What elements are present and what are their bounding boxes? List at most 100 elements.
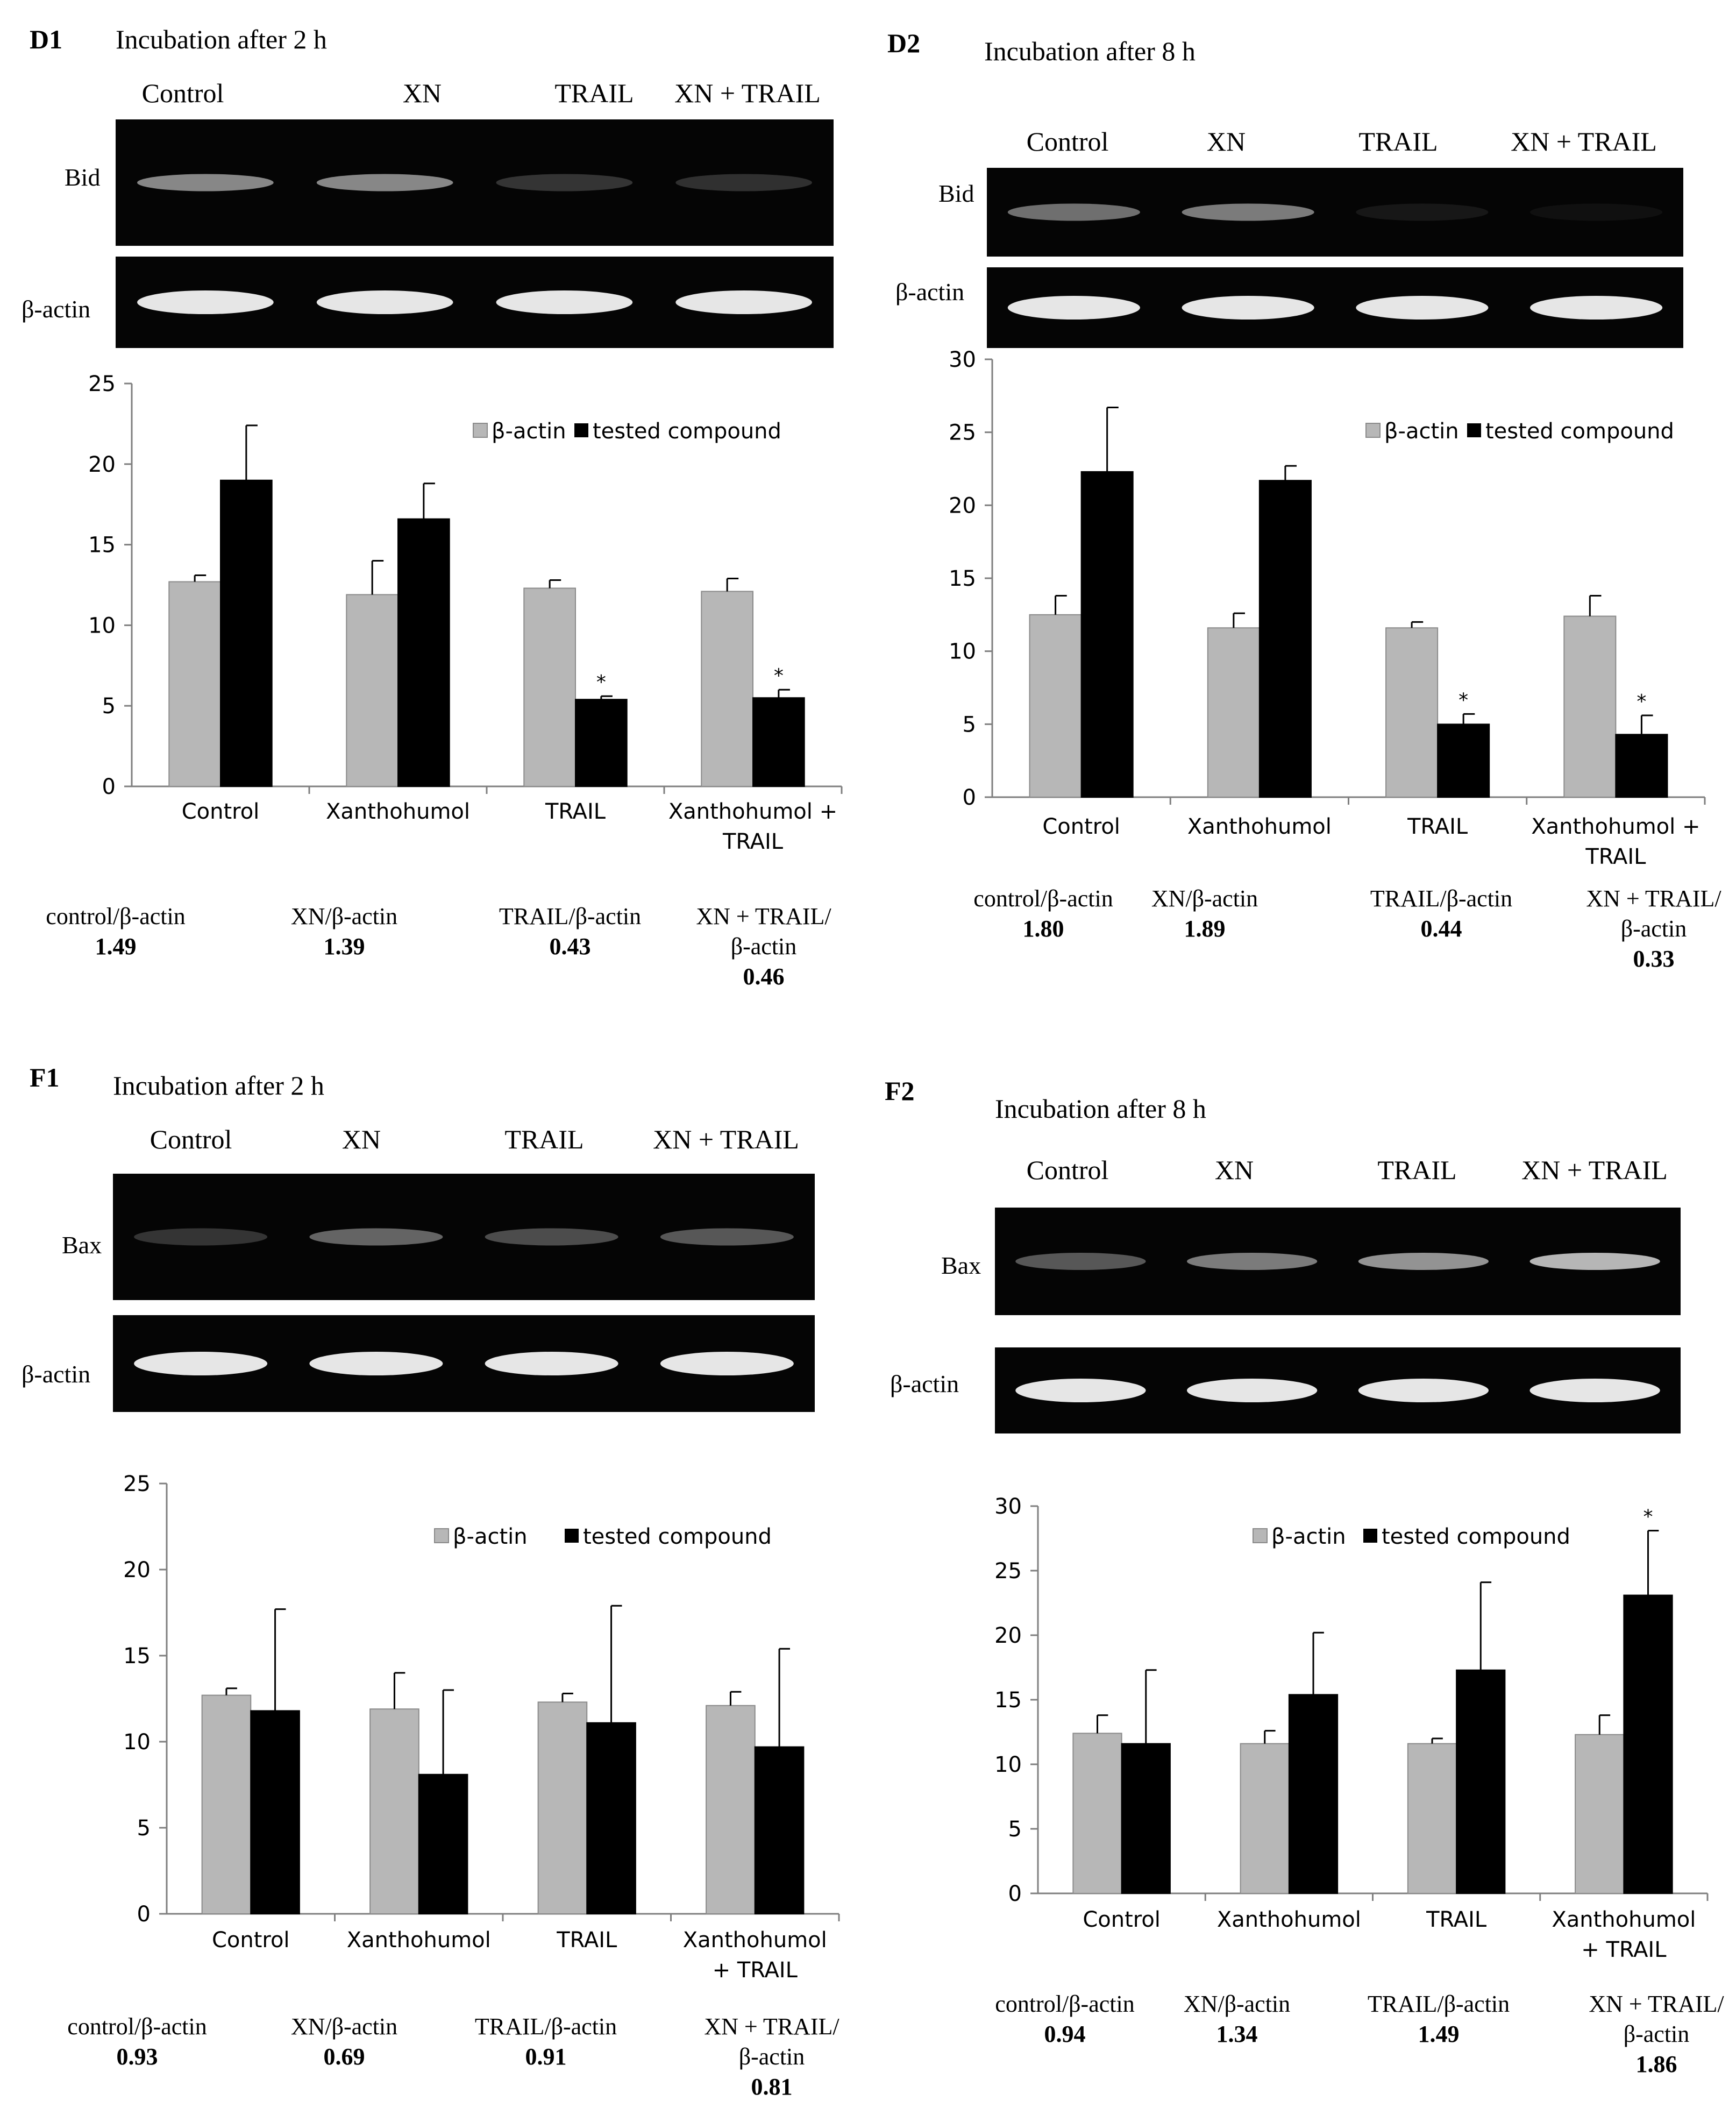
legend-swatch-tested-compound bbox=[1467, 423, 1481, 437]
y-tick-label: 20 bbox=[949, 493, 976, 518]
blot-band bbox=[496, 290, 633, 314]
blot-band bbox=[1007, 296, 1140, 320]
blot-band bbox=[137, 174, 274, 191]
blot-row-label: β-actin bbox=[22, 1360, 90, 1388]
ratio-label: control/β-actin bbox=[973, 885, 1113, 912]
blot-band bbox=[316, 174, 453, 191]
x-category-label: Xanthohumol bbox=[1552, 1907, 1696, 1932]
legend-swatch-tested-compound bbox=[1363, 1529, 1377, 1543]
lane-label: XN + TRAIL bbox=[653, 1124, 799, 1154]
lane-label: Control bbox=[150, 1124, 232, 1154]
bar-beta-actin bbox=[1407, 1743, 1457, 1894]
x-category-label: TRAIL bbox=[1585, 844, 1646, 869]
y-tick-label: 25 bbox=[123, 1472, 151, 1496]
y-tick-label: 5 bbox=[137, 1816, 151, 1841]
panel-D2: D2 Incubation after 8 h Control XN TRAIL XN +… bbox=[887, 28, 1721, 972]
blot-band bbox=[1182, 203, 1314, 221]
ratio-label: β-actin bbox=[731, 933, 797, 960]
blot-band bbox=[1529, 1253, 1660, 1270]
blot-row-label: Bid bbox=[938, 180, 974, 207]
lane-label: Control bbox=[1027, 126, 1109, 157]
bar-tested-compound bbox=[1288, 1694, 1339, 1894]
legend-label: tested compound bbox=[1485, 419, 1674, 444]
bar-beta-actin bbox=[1385, 627, 1439, 798]
bar-tested-compound bbox=[1623, 1594, 1673, 1894]
y-tick-label: 10 bbox=[123, 1730, 151, 1755]
legend-label: β-actin bbox=[453, 1524, 528, 1549]
ratio-label: TRAIL/β-actin bbox=[1370, 885, 1512, 912]
x-category-label: Xanthohumol bbox=[1187, 814, 1332, 839]
panel-label: D2 bbox=[887, 28, 920, 58]
blot-row-label: Bax bbox=[62, 1231, 102, 1259]
ratio-label: β-actin bbox=[739, 2043, 805, 2070]
legend-swatch-beta-actin bbox=[473, 423, 488, 438]
x-category-label: Control bbox=[1083, 1907, 1161, 1932]
ratio-label: control/β-actin bbox=[67, 2013, 207, 2040]
panel-D1: D1 Incubation after 2 h Control XN TRAIL XN +… bbox=[22, 24, 843, 990]
blot-band bbox=[137, 290, 274, 314]
bar-tested-compound bbox=[1258, 480, 1312, 798]
bar-tested-compound bbox=[575, 699, 628, 787]
panel-caption: Incubation after 8 h bbox=[995, 1094, 1206, 1124]
bar-beta-actin bbox=[537, 1701, 588, 1915]
ratio-label: XN/β-actin bbox=[1184, 1991, 1290, 2017]
ratio-label: XN + TRAIL/ bbox=[1586, 885, 1721, 912]
panel-caption: Incubation after 2 h bbox=[113, 1070, 324, 1101]
bar-beta-actin bbox=[346, 594, 399, 787]
x-category-label: + TRAIL bbox=[713, 1958, 798, 1983]
blot-row-label: Bid bbox=[65, 164, 100, 191]
blot-band bbox=[660, 1352, 794, 1375]
bar-tested-compound bbox=[397, 518, 450, 787]
ratio-value: 1.49 bbox=[95, 933, 137, 960]
x-category-label: Control bbox=[1042, 814, 1120, 839]
bar-tested-compound bbox=[754, 1746, 805, 1914]
legend-swatch-tested-compound bbox=[565, 1529, 579, 1543]
bar-tested-compound bbox=[250, 1710, 300, 1915]
lane-label: XN + TRAIL bbox=[674, 78, 821, 108]
legend-label: tested compound bbox=[593, 419, 781, 444]
ratio-label: XN + TRAIL/ bbox=[1589, 1991, 1724, 2017]
ratio-label: XN/β-actin bbox=[291, 2013, 397, 2040]
blot-band bbox=[1187, 1379, 1318, 1402]
bar-beta-actin bbox=[1029, 614, 1082, 798]
bar-tested-compound bbox=[1456, 1669, 1506, 1894]
lane-label: XN bbox=[1207, 126, 1246, 157]
ratio-value: 0.69 bbox=[324, 2043, 365, 2070]
y-tick-label: 0 bbox=[102, 775, 116, 799]
ratio-label: control/β-actin bbox=[995, 1991, 1134, 2017]
blot-band bbox=[309, 1352, 443, 1375]
blot-band bbox=[1358, 1253, 1489, 1270]
blot-band bbox=[1530, 203, 1663, 221]
bar-beta-actin bbox=[706, 1705, 756, 1915]
blot-band bbox=[1358, 1379, 1489, 1402]
y-tick-label: 20 bbox=[123, 1558, 151, 1582]
lane-label: XN + TRAIL bbox=[1521, 1155, 1668, 1185]
x-category-label: Control bbox=[182, 799, 260, 824]
ratio-value: 0.93 bbox=[117, 2043, 158, 2070]
lane-label: TRAIL bbox=[504, 1124, 584, 1154]
lane-label: XN bbox=[342, 1124, 381, 1154]
bar-beta-actin bbox=[1563, 615, 1617, 798]
x-category-label: Xanthohumol bbox=[326, 799, 470, 824]
bar-beta-actin bbox=[369, 1708, 419, 1914]
blot-band bbox=[1015, 1253, 1146, 1270]
y-tick-label: 0 bbox=[137, 1902, 151, 1927]
y-tick-label: 5 bbox=[102, 694, 116, 719]
y-tick-label: 25 bbox=[994, 1559, 1022, 1584]
panel-label: F1 bbox=[30, 1062, 60, 1092]
x-category-label: TRAIL bbox=[545, 799, 606, 824]
blot-band bbox=[316, 290, 453, 314]
panel-label: F2 bbox=[885, 1076, 915, 1106]
bar-tested-compound bbox=[1437, 723, 1490, 798]
ratio-value: 0.44 bbox=[1421, 915, 1462, 942]
blot-band bbox=[134, 1352, 268, 1375]
x-category-label: + TRAIL bbox=[1581, 1937, 1667, 1962]
y-tick-label: 15 bbox=[88, 533, 116, 558]
y-tick-label: 0 bbox=[963, 785, 976, 810]
blot-band bbox=[675, 174, 812, 191]
significance-star: * bbox=[774, 665, 784, 687]
ratio-label: TRAIL/β-actin bbox=[1368, 1991, 1510, 2017]
y-tick-label: 5 bbox=[1008, 1817, 1022, 1842]
ratio-label: XN + TRAIL/ bbox=[704, 2013, 839, 2040]
ratio-label: TRAIL/β-actin bbox=[475, 2013, 617, 2040]
